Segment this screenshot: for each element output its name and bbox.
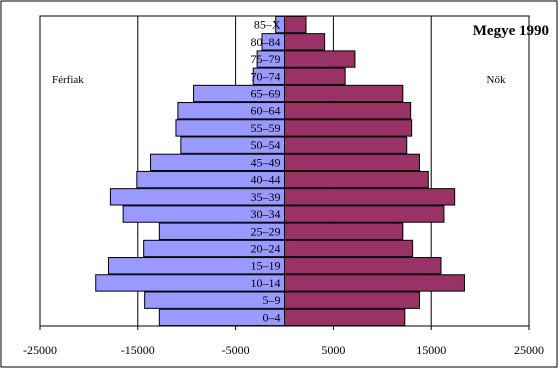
age-label-1: 5–9 (263, 293, 281, 307)
male-bars (95, 15, 286, 327)
female-bar-10 (284, 136, 408, 154)
female-bar-13 (284, 84, 404, 103)
x-tick-label-4: 15000 (416, 343, 446, 357)
age-label-4: 20–24 (251, 242, 281, 256)
female-bar-4 (284, 239, 414, 258)
age-label-14: 70–74 (251, 69, 281, 83)
age-label-3: 15–19 (251, 259, 281, 273)
x-tick-label-0: -25000 (23, 343, 57, 357)
age-label-17: 85–X (254, 18, 281, 32)
age-label-0: 0–4 (263, 310, 281, 324)
x-tick-label-5: 25000 (514, 343, 544, 357)
right-side-label: Nők (487, 74, 506, 86)
x-tick-label-2: -5000 (222, 343, 250, 357)
x-axis-ticks: -25000 -15000 -5000 5000 15000 25000 (23, 326, 544, 357)
x-tick-label-3: 5000 (321, 343, 345, 357)
x-tick-label-1: -15000 (121, 343, 155, 357)
female-bar-9 (284, 153, 420, 172)
left-side-label: Férfiak (52, 74, 84, 86)
age-label-2: 10–14 (251, 276, 281, 290)
age-label-8: 40–44 (251, 173, 281, 187)
female-bars (284, 15, 465, 327)
female-bar-1 (284, 291, 420, 309)
age-label-7: 35–39 (251, 190, 281, 204)
age-label-9: 45–49 (251, 155, 281, 169)
age-label-10: 50–54 (251, 138, 281, 152)
age-label-13: 65–69 (251, 87, 281, 101)
female-bar-17 (284, 15, 307, 34)
age-label-6: 30–34 (251, 207, 281, 221)
female-bar-8 (284, 170, 429, 189)
age-label-15: 75–79 (251, 52, 281, 66)
female-bar-16 (284, 33, 326, 51)
age-group-labels: 0–4 5–9 10–14 15–19 20–24 25–29 30–34 35–39 40–4… (251, 18, 281, 325)
female-bar-14 (284, 67, 346, 85)
age-label-5: 25–29 (251, 224, 281, 238)
female-bar-3 (284, 257, 442, 275)
female-bar-12 (284, 102, 412, 120)
chart-title: Megye 1990 (473, 23, 549, 39)
female-bar-7 (284, 188, 456, 206)
female-bar-5 (284, 222, 404, 240)
age-label-12: 60–64 (251, 104, 281, 118)
female-bar-0 (284, 308, 406, 327)
female-bar-11 (284, 119, 413, 137)
age-label-11: 55–59 (251, 121, 281, 135)
female-bar-2 (284, 274, 465, 292)
age-label-16: 80–84 (251, 35, 281, 49)
female-bar-15 (284, 50, 356, 68)
female-bar-6 (284, 205, 445, 223)
